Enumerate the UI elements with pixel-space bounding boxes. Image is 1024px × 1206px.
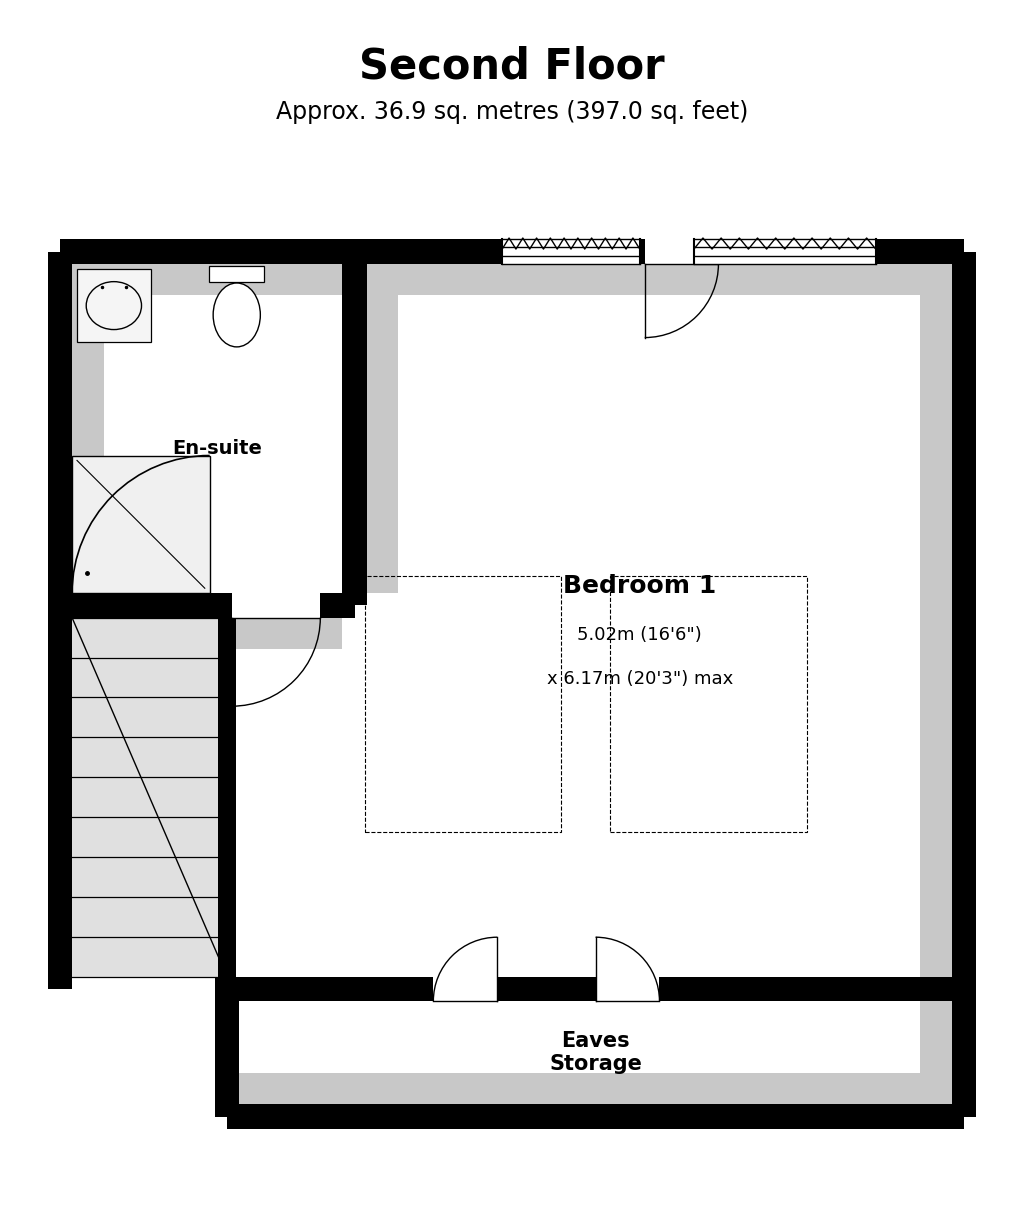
Text: Bedroom 1: Bedroom 1 xyxy=(563,574,717,598)
Bar xyxy=(367,264,398,593)
Bar xyxy=(433,977,498,1001)
Bar xyxy=(952,252,977,1117)
Bar xyxy=(502,239,640,264)
Bar xyxy=(77,269,151,343)
Text: Approx. 36.9 sq. metres (397.0 sq. feet): Approx. 36.9 sq. metres (397.0 sq. feet) xyxy=(275,100,749,124)
Bar xyxy=(227,977,965,1001)
Ellipse shape xyxy=(213,283,260,347)
Bar xyxy=(596,977,659,1001)
Bar xyxy=(215,977,240,1117)
Bar xyxy=(59,239,965,264)
Bar xyxy=(240,1001,952,1105)
Bar xyxy=(72,605,103,977)
Bar xyxy=(59,593,231,617)
Bar xyxy=(72,252,952,989)
Text: Second Floor: Second Floor xyxy=(359,46,665,87)
Bar xyxy=(645,239,719,264)
Bar xyxy=(47,252,72,989)
Bar xyxy=(72,264,952,295)
Bar xyxy=(610,576,807,831)
Bar xyxy=(694,239,876,264)
Bar xyxy=(240,1073,952,1105)
Bar xyxy=(227,1105,965,1129)
Bar xyxy=(365,576,561,831)
Bar xyxy=(321,593,354,617)
Bar xyxy=(921,264,952,1105)
Bar xyxy=(72,264,103,605)
Bar xyxy=(72,456,210,593)
Text: 5.02m (16'6"): 5.02m (16'6") xyxy=(578,626,702,644)
Bar xyxy=(342,252,367,605)
Text: En-suite: En-suite xyxy=(172,439,262,457)
Text: x 6.17m (20'3") max: x 6.17m (20'3") max xyxy=(547,671,733,689)
Bar xyxy=(72,617,227,977)
Text: Eaves
Storage: Eaves Storage xyxy=(549,1031,642,1075)
Bar xyxy=(218,617,236,977)
Bar xyxy=(209,265,264,281)
Bar xyxy=(72,617,342,649)
